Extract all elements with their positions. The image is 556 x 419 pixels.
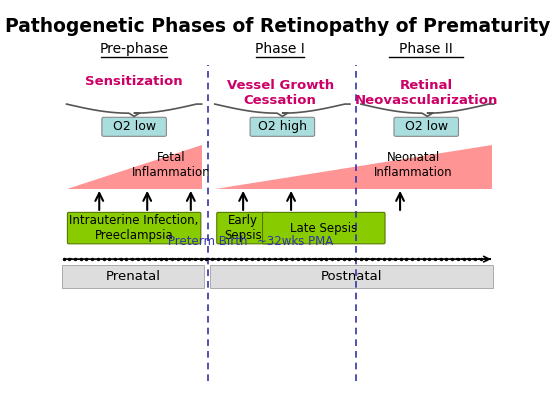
FancyBboxPatch shape — [250, 117, 315, 136]
Text: Late Sepsis: Late Sepsis — [290, 222, 358, 235]
Text: Postnatal: Postnatal — [321, 270, 383, 283]
FancyBboxPatch shape — [262, 212, 385, 244]
Text: Pre-phase: Pre-phase — [100, 42, 168, 56]
Text: O2 low: O2 low — [405, 120, 448, 133]
Text: Phase II: Phase II — [399, 42, 453, 56]
Text: ~32wks PMA: ~32wks PMA — [257, 235, 334, 248]
FancyBboxPatch shape — [210, 265, 493, 288]
Polygon shape — [67, 145, 202, 189]
Text: Phase I: Phase I — [255, 42, 305, 56]
Text: Intrauterine Infection,
Preeclampsia: Intrauterine Infection, Preeclampsia — [70, 214, 199, 242]
FancyBboxPatch shape — [394, 117, 459, 136]
Text: Sensitization: Sensitization — [85, 75, 183, 88]
FancyBboxPatch shape — [217, 212, 270, 244]
Text: Vessel Growth
Cessation: Vessel Growth Cessation — [227, 79, 334, 107]
Text: Prenatal: Prenatal — [106, 270, 161, 283]
FancyBboxPatch shape — [62, 265, 204, 288]
Text: Retinal
Neovascularization: Retinal Neovascularization — [355, 79, 498, 107]
Text: Preterm Birth: Preterm Birth — [168, 235, 248, 248]
Polygon shape — [215, 145, 493, 189]
Text: Fetal
Inflammation: Fetal Inflammation — [132, 151, 211, 179]
Text: Early
Sepsis: Early Sepsis — [224, 214, 262, 242]
Text: Neonatal
Inflammation: Neonatal Inflammation — [374, 151, 453, 179]
Text: Pathogenetic Phases of Retinopathy of Prematurity: Pathogenetic Phases of Retinopathy of Pr… — [6, 17, 550, 36]
Text: O2 high: O2 high — [258, 120, 307, 133]
FancyBboxPatch shape — [67, 212, 201, 244]
FancyBboxPatch shape — [102, 117, 166, 136]
Text: O2 low: O2 low — [112, 120, 156, 133]
